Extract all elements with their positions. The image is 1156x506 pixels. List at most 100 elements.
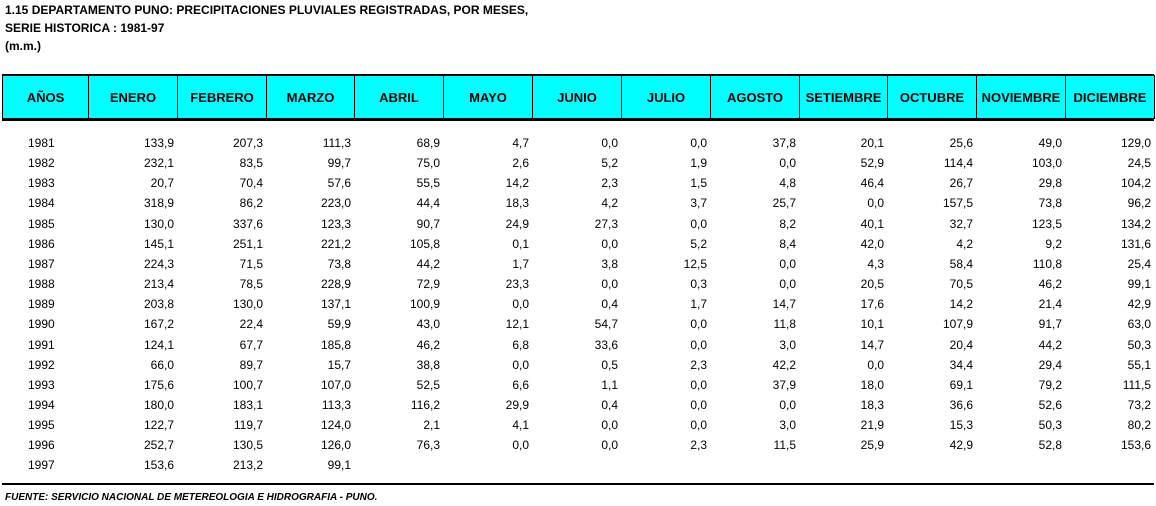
value-cell: 207,3 xyxy=(232,136,263,150)
footer-rule xyxy=(2,483,1154,485)
value-cell: 1,5 xyxy=(690,176,707,191)
value-cell: 52,5 xyxy=(416,377,440,392)
value-cell: 52,9 xyxy=(860,156,884,171)
value-cell: 14,2 xyxy=(505,176,529,191)
value-cell: 55,1 xyxy=(1127,357,1151,372)
value-cell: 252,7 xyxy=(143,438,174,453)
value-cell: 52,8 xyxy=(1038,438,1062,453)
value-cell: 0,0 xyxy=(690,377,707,392)
year-cell: 1989 xyxy=(28,297,55,312)
value-cell: 70,5 xyxy=(949,277,973,292)
value-cell: 251,1 xyxy=(232,236,263,251)
value-cell: 232,1 xyxy=(143,156,174,171)
column-header: MAYO xyxy=(443,75,533,119)
value-cell: 40,1 xyxy=(860,216,884,231)
value-cell: 8,4 xyxy=(779,236,796,251)
value-cell: 89,7 xyxy=(239,357,263,372)
value-cell: 10,1 xyxy=(860,317,884,332)
year-cell: 1982 xyxy=(28,156,55,171)
value-cell: 0,0 xyxy=(512,297,529,312)
value-cell: 66,0 xyxy=(150,357,174,372)
value-cell: 145,1 xyxy=(143,236,174,251)
value-cell: 58,4 xyxy=(949,256,973,271)
value-cell: 213,4 xyxy=(143,277,174,292)
value-cell: 157,5 xyxy=(942,196,973,211)
value-cell: 36,6 xyxy=(949,397,973,412)
value-cell: 52,6 xyxy=(1038,397,1062,412)
value-cell: 78,5 xyxy=(239,277,263,292)
value-cell: 18,3 xyxy=(860,397,884,412)
value-cell: 103,0 xyxy=(1031,156,1062,171)
value-cell: 20,7 xyxy=(150,176,174,191)
value-cell: 3,0 xyxy=(779,337,796,352)
value-cell: 0,0 xyxy=(690,418,707,433)
value-cell: 23,3 xyxy=(505,277,529,292)
value-cell: 0,0 xyxy=(601,438,618,453)
column-header: DICIEMBRE xyxy=(1065,75,1155,119)
year-cell: 1992 xyxy=(28,357,55,372)
value-cell: 0,0 xyxy=(690,317,707,332)
value-cell: 0,0 xyxy=(867,196,884,211)
value-cell: 34,4 xyxy=(949,357,973,372)
value-cell: 111,3 xyxy=(322,136,351,150)
value-cell: 110,8 xyxy=(1032,256,1062,271)
value-cell: 8,2 xyxy=(779,216,796,231)
value-cell: 221,2 xyxy=(320,236,351,251)
value-cell: 122,7 xyxy=(143,418,174,433)
value-cell: 73,2 xyxy=(1127,397,1151,412)
value-cell: 4,2 xyxy=(601,196,618,211)
value-cell: 20,1 xyxy=(860,136,884,150)
value-cell: 130,0 xyxy=(143,216,174,231)
value-cell: 114,4 xyxy=(943,156,973,171)
year-cell: 1991 xyxy=(28,337,55,352)
value-cell: 25,4 xyxy=(1127,256,1151,271)
value-cell: 21,9 xyxy=(860,418,884,433)
year-cell: 1986 xyxy=(28,236,55,251)
value-cell: 29,8 xyxy=(1038,176,1062,191)
value-cell: 3,0 xyxy=(779,418,796,433)
value-cell: 46,2 xyxy=(1038,277,1062,292)
subtitle: SERIE HISTORICA : 1981-97 xyxy=(5,21,165,35)
value-cell: 1,7 xyxy=(690,297,707,312)
column-header: FEBRERO xyxy=(177,75,267,119)
column-header: JUNIO xyxy=(532,75,622,119)
value-cell: 1,1 xyxy=(601,377,618,392)
value-cell: 25,6 xyxy=(949,136,973,150)
column-header: OCTUBRE xyxy=(887,75,977,119)
value-cell: 0,4 xyxy=(601,397,618,412)
value-cell: 6,8 xyxy=(512,337,529,352)
value-cell: 46,4 xyxy=(860,176,884,191)
value-cell: 318,9 xyxy=(143,196,174,211)
value-cell: 96,2 xyxy=(1127,196,1151,211)
value-cell: 21,4 xyxy=(1038,297,1062,312)
year-cell: 1997 xyxy=(28,458,55,473)
value-cell: 11,5 xyxy=(773,438,796,453)
value-cell: 38,8 xyxy=(416,357,440,372)
value-cell: 67,7 xyxy=(239,337,263,352)
title: 1.15 DEPARTAMENTO PUNO: PRECIPITACIONES … xyxy=(5,3,529,17)
value-cell: 337,6 xyxy=(232,216,263,231)
value-cell: 29,4 xyxy=(1038,357,1062,372)
value-cell: 44,2 xyxy=(416,256,440,271)
value-cell: 18,3 xyxy=(505,196,529,211)
value-cell: 73,8 xyxy=(327,256,351,271)
year-cell: 1981 xyxy=(28,136,55,150)
year-cell: 1987 xyxy=(28,256,55,271)
value-cell: 0,0 xyxy=(512,357,529,372)
year-cell: 1983 xyxy=(28,176,55,191)
value-cell: 123,3 xyxy=(320,216,351,231)
value-cell: 49,0 xyxy=(1038,136,1062,150)
value-cell: 44,4 xyxy=(416,196,440,211)
value-cell: 20,5 xyxy=(860,277,884,292)
value-cell: 32,7 xyxy=(949,216,973,231)
column-header: AGOSTO xyxy=(710,75,800,119)
value-cell: 3,8 xyxy=(601,256,618,271)
value-cell: 116,2 xyxy=(410,397,440,412)
column-header: ABRIL xyxy=(354,75,444,119)
value-cell: 71,5 xyxy=(239,256,263,271)
year-cell: 1994 xyxy=(28,397,55,412)
value-cell: 111,5 xyxy=(1122,377,1151,392)
value-cell: 203,8 xyxy=(143,297,174,312)
value-cell: 228,9 xyxy=(320,277,351,292)
value-cell: 5,2 xyxy=(601,156,618,171)
